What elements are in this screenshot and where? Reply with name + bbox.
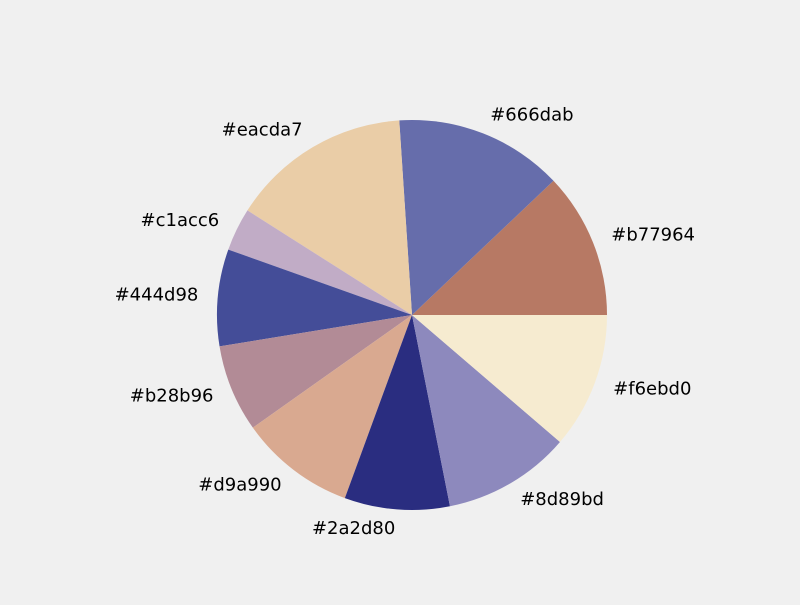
- slice-label-c1acc6: #c1acc6: [141, 210, 220, 231]
- pie-slice-666dab: [399, 120, 554, 315]
- pie-slice-b28b96: [219, 315, 412, 428]
- slice-label-8d89bd: #8d89bd: [520, 489, 604, 510]
- pie-slice-444d98: [217, 249, 412, 347]
- slice-label-b28b96: #b28b96: [130, 385, 214, 406]
- pie-slice-eacda7: [247, 120, 412, 315]
- slice-label-eacda7: #eacda7: [222, 119, 303, 140]
- pie-slice-8d89bd: [412, 315, 560, 507]
- pie-labels: #b77964 #666dab #eacda7 #c1acc6 #444d98 #b28b…: [115, 104, 695, 539]
- pie-slice-b77964: [412, 180, 607, 315]
- slice-label-2a2d80: #2a2d80: [312, 518, 395, 539]
- slice-label-d9a990: #d9a990: [198, 474, 281, 495]
- slice-label-666dab: #666dab: [490, 104, 573, 125]
- slice-label-f6ebd0: #f6ebd0: [613, 378, 691, 399]
- pie-slice-f6ebd0: [412, 315, 607, 442]
- slice-label-444d98: #444d98: [115, 285, 199, 306]
- pie-slice-2a2d80: [344, 315, 450, 511]
- pie-slice-d9a990: [252, 315, 412, 499]
- pie-slice-c1acc6: [228, 210, 412, 315]
- slice-label-b77964: #b77964: [611, 225, 695, 246]
- pie-slices: [217, 120, 607, 511]
